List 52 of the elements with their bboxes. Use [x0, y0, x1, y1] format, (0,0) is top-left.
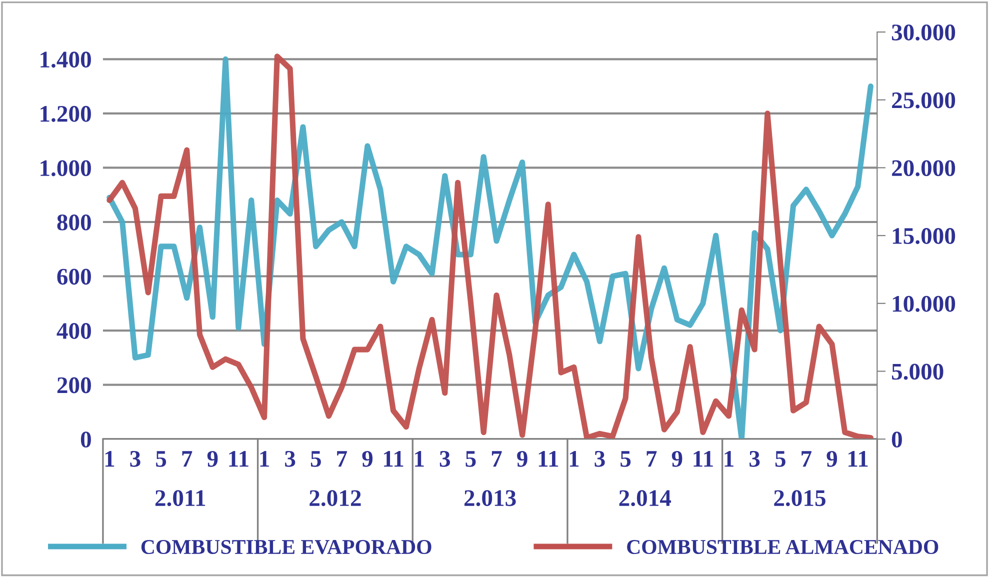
- y2-tick-label: 5.000: [892, 364, 944, 380]
- legend-label: COMBUSTIBLE EVAPORADO: [141, 540, 432, 554]
- y2-tick-label: 15.000: [892, 228, 956, 244]
- x-tick-label: 5: [775, 451, 786, 467]
- x-tick-label: 3: [594, 450, 605, 467]
- x-tick-label: 1: [570, 451, 579, 467]
- y-tick-label: 1.200: [40, 106, 91, 122]
- x-tick-label: 3: [440, 450, 450, 467]
- text: 2.012: [310, 490, 361, 506]
- x-tick-label: 5: [466, 451, 476, 467]
- x-tick-label: 3: [750, 450, 760, 467]
- x-tick-label: 5: [620, 451, 631, 467]
- y2-tick-label: 25.000: [892, 92, 956, 108]
- x-tick-label: 1: [260, 451, 269, 467]
- y-tick-label: 600: [57, 268, 91, 285]
- y2-tick-label: 10.000: [892, 296, 956, 312]
- x-tick-label: 9: [672, 450, 682, 467]
- x-tick-label: 9: [207, 450, 218, 467]
- y-tick-label: 800: [57, 214, 91, 230]
- y2-tick-label: 30.000: [892, 24, 956, 41]
- y-tick-label: 1.000: [40, 160, 91, 176]
- x-tick-label: 1: [105, 451, 114, 467]
- x-tick-label: 11: [384, 451, 404, 467]
- x-tick-label: 11: [694, 451, 713, 467]
- x-tick-label: 9: [517, 450, 528, 467]
- text: 2.014: [619, 490, 672, 506]
- text: 2.015: [774, 490, 826, 506]
- y-tick-label: 400: [56, 323, 91, 339]
- x-tick-label: 9: [826, 450, 838, 467]
- x-tick-label: 7: [337, 451, 347, 467]
- x-tick-label: 11: [538, 451, 558, 467]
- x-tick-label: 9: [362, 450, 373, 467]
- x-tick-label: 7: [492, 451, 502, 467]
- x-tick-label: 5: [156, 451, 166, 467]
- text: 2.013: [464, 490, 516, 506]
- y2-tick-label: 0: [892, 432, 902, 448]
- text: 2.011: [155, 490, 206, 506]
- x-tick-label: 1: [415, 451, 424, 467]
- x-tick-label: 1: [724, 451, 734, 467]
- y-tick-label: 0: [80, 432, 91, 448]
- y-tick-label: 1.400: [40, 52, 91, 68]
- x-tick-label: 7: [182, 451, 192, 467]
- legend-label: COMBUSTIBLE ALMACENADO: [627, 540, 938, 554]
- y-tick-label: 200: [57, 377, 91, 394]
- x-tick-label: 11: [848, 451, 868, 467]
- x-tick-label: 5: [310, 451, 321, 467]
- x-tick-label: 7: [802, 451, 812, 467]
- x-tick-label: 7: [646, 451, 657, 467]
- y2-tick-label: 20.000: [892, 160, 956, 176]
- x-tick-label: 3: [130, 450, 140, 467]
- x-tick-label: 11: [229, 451, 248, 467]
- x-tick-label: 3: [285, 450, 296, 467]
